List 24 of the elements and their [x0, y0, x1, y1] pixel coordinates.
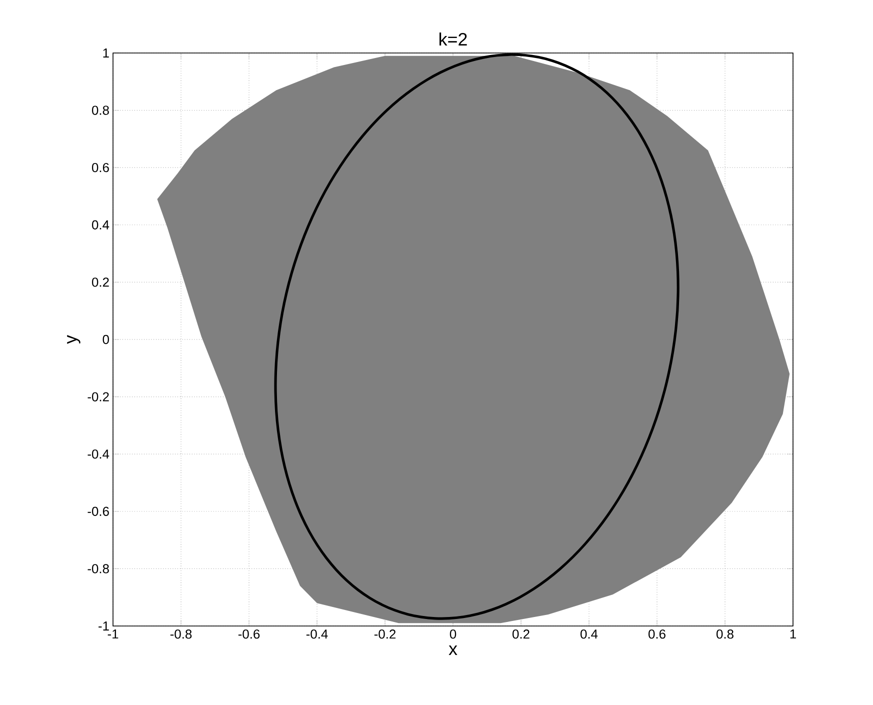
x-tick-label: 1	[790, 630, 796, 638]
y-tick-label: 0.8	[92, 106, 109, 115]
x-tick-label: 0.6	[648, 630, 666, 639]
y-tick-label: -0.2	[88, 392, 109, 402]
x-tick-label: 0.8	[716, 630, 734, 639]
x-tick-label: 0.4	[580, 630, 598, 639]
y-tick-label: -0.6	[88, 506, 109, 516]
y-tick-label: 0.4	[92, 220, 110, 230]
x-tick-label: -0.8	[170, 630, 192, 639]
x-tick-label: -0.2	[374, 630, 396, 639]
y-tick-label: -1	[98, 622, 109, 630]
x-tick-label: 0.2	[512, 630, 530, 639]
y-axis-title: y	[67, 335, 80, 344]
chart-title: k=2	[440, 32, 467, 46]
x-tick-label: 0	[450, 630, 456, 639]
x-tick-label: -0.6	[238, 630, 260, 639]
y-tick-label: 0.6	[92, 162, 109, 172]
y-tick-label: 1	[103, 48, 109, 58]
x-tick-label: -0.4	[306, 630, 328, 639]
x-axis-title: x	[448, 646, 458, 655]
y-tick-label: 0	[102, 334, 109, 344]
y-tick-label: -0.8	[88, 564, 109, 574]
y-tick-label: 0.2	[92, 278, 109, 287]
y-tick-label: -0.4	[88, 449, 110, 459]
